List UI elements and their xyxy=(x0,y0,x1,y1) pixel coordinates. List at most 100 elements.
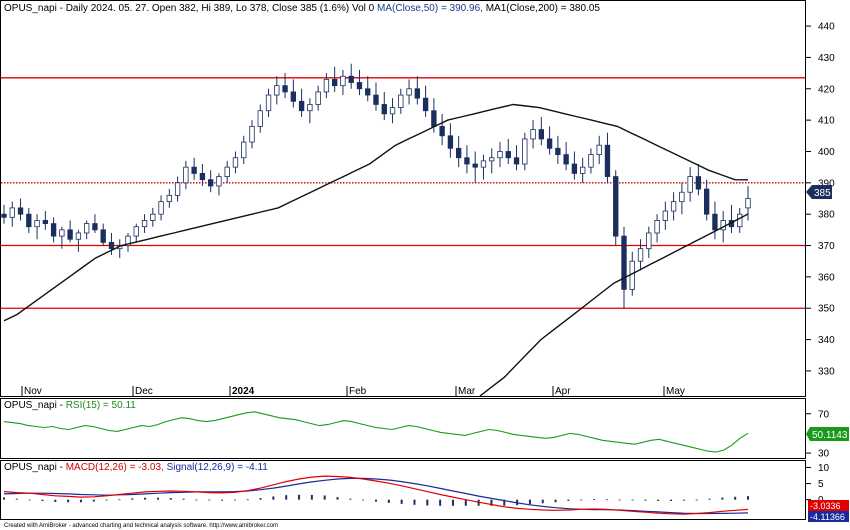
candle-body xyxy=(455,147,462,159)
macd-histogram-bar xyxy=(528,499,531,505)
macd-histogram-bar xyxy=(336,497,339,500)
signal-header-label: Signal(12,26,9) = -4.11 xyxy=(167,462,269,473)
signal-last-label: -4.11366 xyxy=(810,512,845,522)
macd-histogram-bar xyxy=(541,499,544,504)
candle-body xyxy=(596,144,602,156)
candle-body xyxy=(83,223,90,234)
macd-histogram-bar xyxy=(375,499,377,502)
candle-body xyxy=(447,135,454,149)
y-tick-label: 430 xyxy=(818,53,835,64)
macd-histogram-bar xyxy=(631,499,634,501)
candle-body xyxy=(662,210,669,221)
candle-body xyxy=(538,129,545,140)
macd-histogram-bar xyxy=(451,499,454,506)
macd-histogram-bar xyxy=(413,499,416,505)
macd-histogram-bar xyxy=(387,499,390,503)
macd-histogram-bar xyxy=(156,497,159,500)
macd-panel-frame xyxy=(0,460,806,520)
candle-body xyxy=(216,176,222,187)
candlesticks xyxy=(1,63,751,309)
macd-histogram-bar xyxy=(695,499,698,501)
ma50-line xyxy=(3,103,749,322)
x-tick-label: Dec xyxy=(135,386,153,397)
candle-body xyxy=(571,163,578,174)
macd-histogram-bar xyxy=(349,498,352,500)
macd-histogram-bar xyxy=(323,495,326,500)
macd-histogram-bar xyxy=(464,499,467,506)
candle-body xyxy=(646,232,652,250)
candle-body xyxy=(414,88,421,99)
candle-body xyxy=(323,78,330,93)
candle-body xyxy=(174,182,181,196)
candle-body xyxy=(381,104,387,115)
macd-histogram-bar xyxy=(208,499,211,501)
macd-histogram-bar xyxy=(169,498,172,500)
candle-body xyxy=(365,88,371,96)
candle-body xyxy=(480,160,487,168)
x-tick-label: Feb xyxy=(349,386,367,397)
rsi-panel-frame xyxy=(0,398,806,459)
candle-body xyxy=(257,110,263,127)
candle-body xyxy=(1,213,7,218)
candle-body xyxy=(141,220,148,228)
price-header-ticker: OPUS_napi xyxy=(4,3,57,14)
last-price-marker xyxy=(806,185,832,199)
candle-body xyxy=(158,201,164,215)
candle-body xyxy=(513,157,520,165)
macd-histogram-bar xyxy=(67,499,70,503)
macd-histogram-bar xyxy=(721,497,724,500)
macd-histogram-bar xyxy=(670,499,673,501)
macd-histogram-bar xyxy=(567,499,570,501)
macd-histogram-bar xyxy=(79,499,82,503)
candle-body xyxy=(274,85,280,96)
candle-body xyxy=(422,97,429,112)
candle-body xyxy=(224,166,230,177)
y-tick-label: 350 xyxy=(818,304,835,315)
y-tick-label: 370 xyxy=(818,241,835,252)
macd-tick-label: 5 xyxy=(818,479,824,490)
macd-histogram-bar xyxy=(580,499,583,501)
candle-body xyxy=(530,129,536,140)
macd-histogram-bar xyxy=(182,498,185,500)
macd-histogram-bar xyxy=(554,499,557,503)
macd-histogram-bar xyxy=(644,499,647,501)
candle-body xyxy=(431,110,437,127)
candle-body xyxy=(522,138,528,165)
candle-body xyxy=(637,248,644,262)
candle-body xyxy=(398,94,404,108)
candle-body xyxy=(92,223,98,231)
candle-body xyxy=(745,198,751,209)
ma200-line xyxy=(479,213,749,396)
candle-body xyxy=(439,125,445,137)
y-tick-label: 330 xyxy=(818,366,835,377)
y-tick-label: 360 xyxy=(818,272,835,283)
candle-body xyxy=(108,241,115,250)
last-price-label: 385 xyxy=(814,188,831,199)
candle-body xyxy=(695,176,702,190)
y-tick-label: 380 xyxy=(818,210,835,221)
y-tick-label: 410 xyxy=(818,116,835,127)
macd-histogram-bar xyxy=(221,499,224,501)
rsi-tick-label: 30 xyxy=(818,449,830,460)
macd-histogram-bar xyxy=(657,499,660,501)
macd-histogram-bar xyxy=(285,495,288,500)
macd-histogram-bar xyxy=(708,498,711,500)
macd-histogram-bar xyxy=(28,499,31,501)
macd-histogram-bar xyxy=(400,499,403,504)
candle-body xyxy=(670,201,677,212)
candle-body xyxy=(712,213,718,231)
y-tick-label: 400 xyxy=(818,147,835,158)
candle-body xyxy=(315,91,321,105)
macd-histogram-bar xyxy=(3,497,5,500)
candle-body xyxy=(17,207,24,215)
candle-body xyxy=(588,154,594,168)
candle-body xyxy=(737,213,743,228)
macd-histogram-bar xyxy=(259,498,262,500)
macd-indicator: 1050 xyxy=(3,463,830,515)
candle-body xyxy=(489,157,495,162)
candle-body xyxy=(497,151,503,159)
signal-last-marker xyxy=(808,511,849,522)
x-tick-label: Nov xyxy=(24,386,42,397)
macd-histogram-bar xyxy=(605,499,608,501)
macd-histogram-bar xyxy=(92,499,95,502)
